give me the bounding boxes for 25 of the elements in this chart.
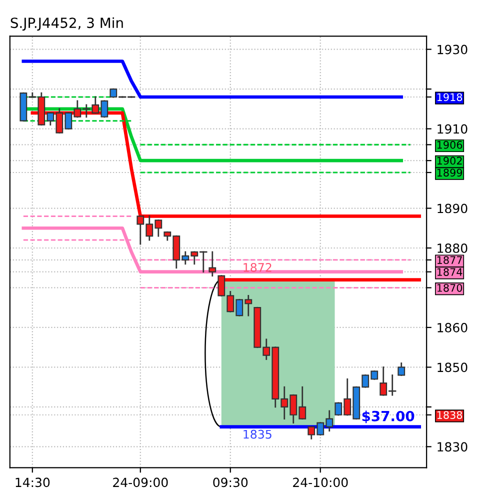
x-tick-label: 24-10:00 [293,478,348,488]
annotation: $37.00 [362,410,414,424]
y-tick-label: 1860 [438,322,468,332]
x-tick-label: 24-09:00 [113,478,168,488]
annotation: 1835 [244,430,272,439]
y-tick-label: 1930 [438,44,468,54]
candlestick [208,251,216,277]
y-tick-label: 1906 [437,140,462,149]
y-tick-label: 1850 [438,362,468,372]
y-tick-label: 1910 [438,124,468,134]
y-tick-label: 1830 [438,442,468,452]
y-tick-label: 1838 [437,411,462,419]
chart-title: S.JP.J4452, 3 Min [10,17,123,31]
y-tick-label: 1880 [438,243,468,253]
y-tick-label: 1870 [437,284,462,292]
y-tick-label: 1918 [437,93,462,102]
y-tick-label: 1874 [437,268,462,276]
candlestick [398,362,406,376]
x-tick-label: 14:30 [16,478,50,488]
y-tick-label: 1902 [437,156,462,165]
x-tick-label: 09:30 [213,478,248,488]
y-tick-label: 1899 [437,168,462,177]
annotation: 1872 [244,263,272,272]
y-tick-label: 1890 [438,204,468,214]
y-tick-label: 1877 [437,256,462,264]
